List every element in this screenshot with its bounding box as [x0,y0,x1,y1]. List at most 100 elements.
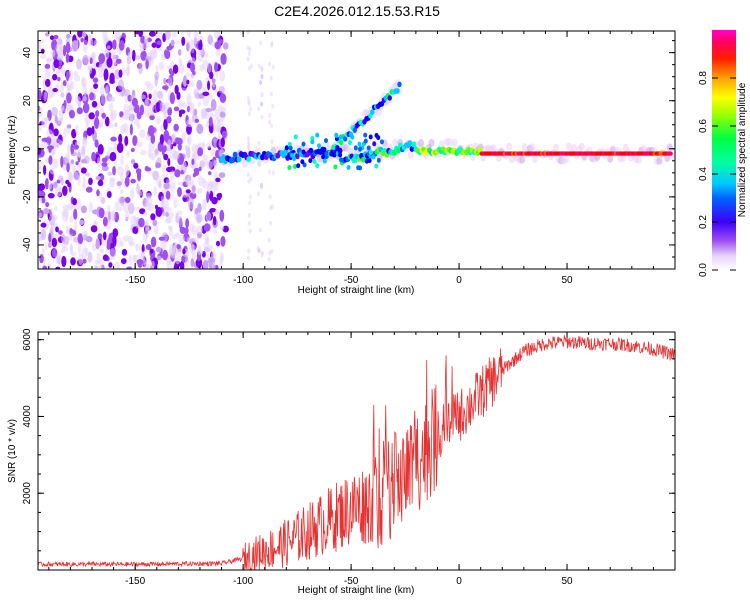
heatmap-cell [109,151,117,162]
heatmap-cell [170,170,175,182]
heatmap-cell [72,198,77,206]
heatmap-cell [353,158,358,164]
heatmap-cell [270,42,274,48]
heatmap-cell [206,142,212,149]
heatmap-cell [395,88,400,94]
heatmap-cell [145,219,150,232]
heatmap-cell [178,49,182,56]
heatmap-cell [162,249,169,261]
heatmap-cell [185,189,191,194]
heatmap-cell [212,229,218,234]
heatmap-cell [357,141,362,147]
heatmap-cell [293,134,298,140]
colorbar-tick-label: 0.4 [698,167,709,181]
snr-ylabel: SNR (10 * v/v) [7,419,18,483]
heatmap-cell [334,132,339,138]
heatmap-cell [284,145,289,151]
heatmap-cell [51,106,58,117]
heatmap-cell [190,62,196,73]
heatmap-cell [124,94,129,104]
heatmap-cell [163,200,170,209]
heatmap-cell [209,40,216,47]
heatmap-cell [187,197,195,210]
heatmap-cell [368,149,373,155]
heatmap-cell [110,51,117,61]
heatmap-cell [93,39,98,48]
heatmap-cell [219,209,225,222]
heatmap-cell [93,219,98,227]
heatmap-cell [86,127,93,137]
heatmap-cell [163,145,167,153]
heatmap-cell [177,181,185,186]
colorbar-tick-label: 0.2 [698,215,709,229]
heatmap-cell [191,225,198,236]
heatmap-cell [54,206,58,212]
heatmap-cell [85,247,89,257]
heatmap-cell [178,63,185,74]
heatmap-cell [270,139,274,145]
heatmap-cell [74,219,78,232]
heatmap-cell [197,245,202,256]
heatmap-cell [80,37,84,43]
heatmap-cell [166,166,173,173]
heatmap-cell [120,153,124,166]
heatmap-cell [53,34,59,40]
heatmap-cell [329,151,334,157]
heatmap-cell [156,175,162,188]
heatmap-cell [44,68,51,79]
heatmap-cell [270,146,277,155]
heatmap-cell [247,212,251,218]
heatmap-cell [178,111,183,118]
heatmap-cell [50,92,56,97]
heatmap-cell [55,266,61,269]
heatmap-cell [204,232,209,244]
heatmap-cell [89,57,93,65]
heatmap-cell [166,65,173,70]
heatmap-cell [41,247,45,256]
heatmap-cell [271,64,275,70]
heatmap-cell [97,180,104,187]
heatmap-cell [260,65,264,71]
heatmap-cell [201,108,205,121]
heatmap-cell [248,106,252,112]
heatmap-cell [267,256,271,262]
heatmap-cell [152,219,158,227]
heatmap-cell [407,150,414,159]
heatmap-cell [62,80,67,87]
heatmap-xtick-label: 0 [456,275,462,286]
heatmap-cell [132,254,139,259]
heatmap-cell [213,135,217,148]
heatmap-cell [102,216,108,227]
heatmap-cell [207,33,213,43]
heatmap-cell [552,143,559,152]
heatmap-cell [165,211,169,218]
heatmap-cell [173,123,179,132]
heatmap-cell [64,152,71,164]
snr-frame [37,331,676,571]
heatmap-cell [220,53,227,65]
heatmap-cell [218,172,226,178]
heatmap-cell [119,189,124,195]
heatmap-cell [246,136,250,142]
heatmap-cell [193,37,199,45]
heatmap-cell [101,157,108,163]
heatmap-cell [153,186,157,196]
heatmap-cell [563,155,570,164]
heatmap-cell [99,174,105,181]
heatmap-cell [219,93,227,104]
heatmap-cell [53,58,60,69]
heatmap-cell [65,38,71,44]
heatmap-cell [666,143,673,152]
heatmap-cell [88,177,93,186]
heatmap-cell [175,40,180,45]
heatmap-cell [69,242,73,255]
heatmap-cell [85,186,93,193]
heatmap-cell [150,133,156,144]
heatmap-cell [58,109,64,121]
heatmap-cell [191,47,195,54]
heatmap-cell [202,154,209,167]
heatmap-cell [140,35,146,44]
heatmap-cell [358,146,363,152]
heatmap-cell [114,201,120,212]
heatmap-cell [191,143,199,154]
